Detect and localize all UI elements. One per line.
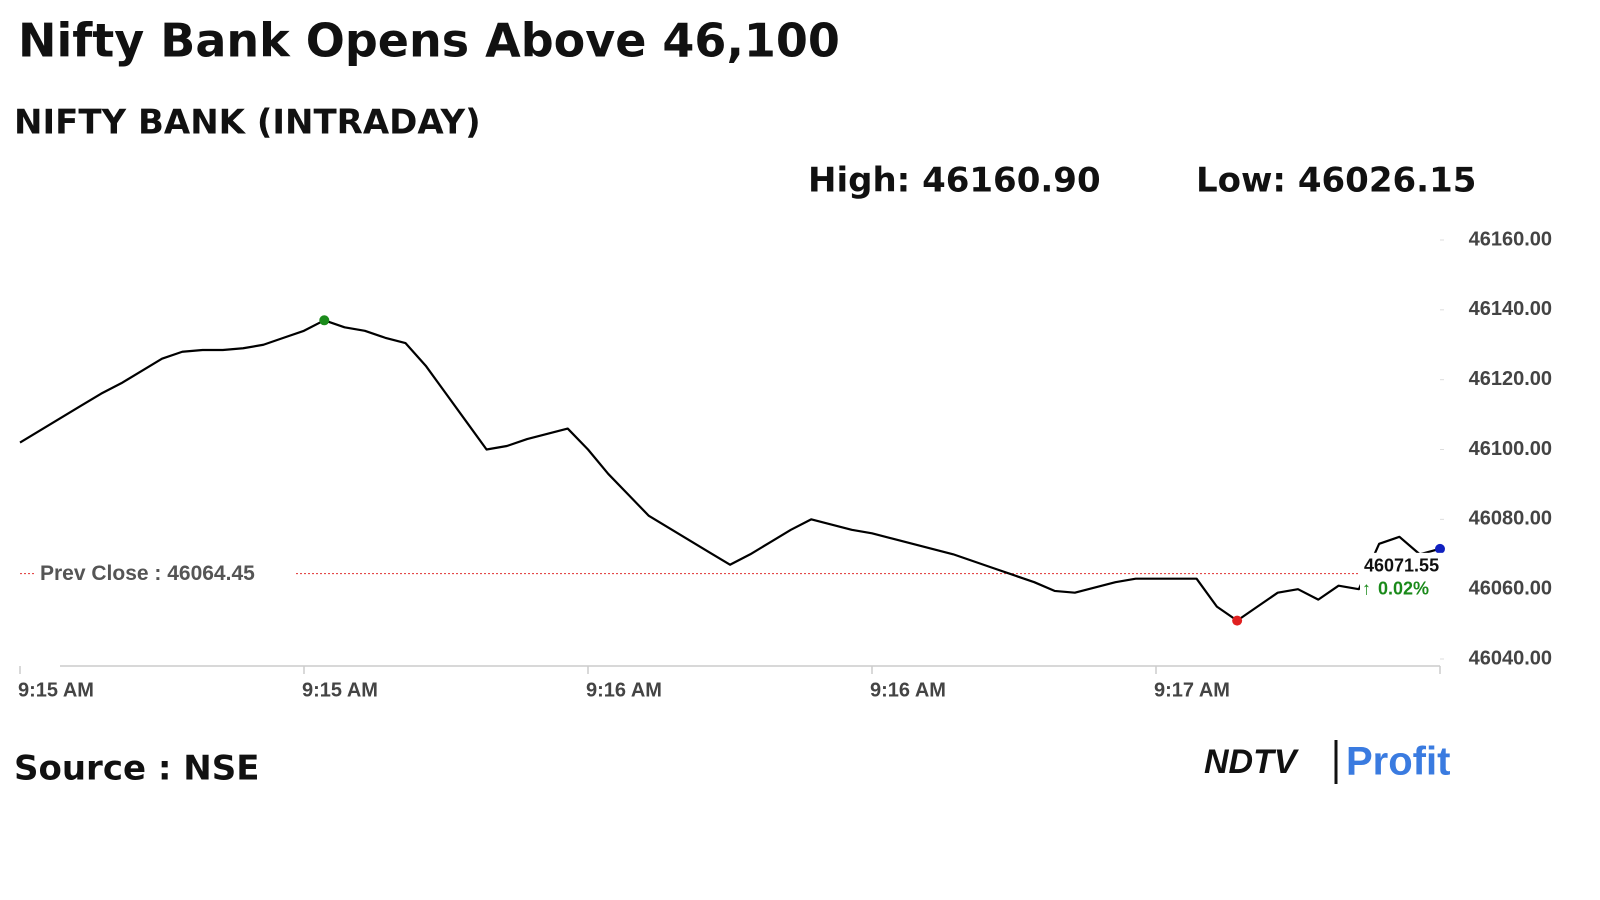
y-tick-label: 46160.00 bbox=[1469, 228, 1552, 250]
brand-profit: Profit bbox=[1346, 740, 1450, 784]
prev-close-bg bbox=[34, 559, 296, 588]
prev-close-label: Prev Close : 46064.45 bbox=[40, 562, 255, 585]
y-tick-label: 46140.00 bbox=[1469, 298, 1552, 320]
brand-ndtv: NDTV bbox=[1204, 743, 1300, 781]
last-marker bbox=[1435, 543, 1445, 554]
y-tick-label: 46040.00 bbox=[1469, 647, 1552, 669]
x-tick-label: 9:17 AM bbox=[1154, 679, 1230, 701]
low-marker bbox=[1232, 615, 1243, 626]
low-label: Low: 46026.15 bbox=[1196, 161, 1476, 201]
x-tick-label: 9:16 AM bbox=[586, 679, 662, 701]
y-tick-label: 46120.00 bbox=[1469, 368, 1552, 390]
last-value-label: 46071.55 bbox=[1364, 556, 1439, 576]
x-tick-label: 9:15 AM bbox=[18, 679, 94, 701]
change-arrow: ↑ bbox=[1362, 579, 1371, 599]
chart-subtitle: NIFTY BANK (INTRADAY) bbox=[14, 103, 481, 143]
high-label: High: 46160.90 bbox=[808, 161, 1101, 201]
high-marker bbox=[319, 315, 330, 326]
y-tick-label: 46060.00 bbox=[1469, 577, 1552, 599]
source: Source : NSE bbox=[14, 749, 259, 789]
chart-title: Nifty Bank Opens Above 46,100 bbox=[18, 14, 840, 68]
change-label: 0.02% bbox=[1378, 579, 1429, 599]
y-tick-label: 46100.00 bbox=[1469, 438, 1552, 460]
y-tick-label: 46080.00 bbox=[1469, 508, 1552, 530]
line bbox=[19, 319, 1441, 622]
x-tick-label: 9:15 AM bbox=[302, 679, 378, 701]
x-tick-label: 9:16 AM bbox=[870, 679, 946, 701]
last-label-bg bbox=[1360, 552, 1454, 601]
